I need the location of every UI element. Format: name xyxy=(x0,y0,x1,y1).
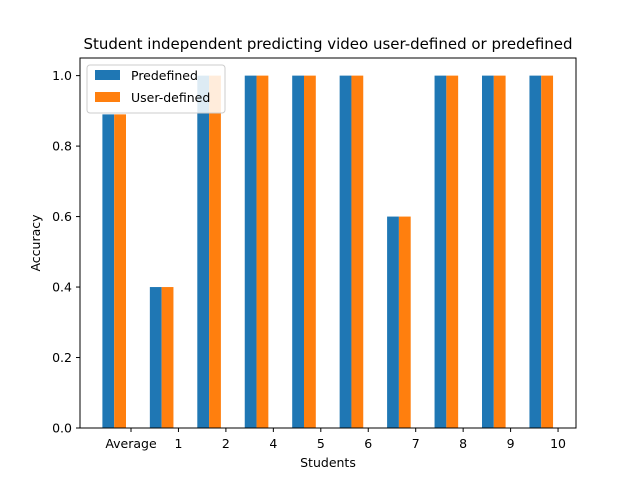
bars-group xyxy=(102,75,554,429)
bar-predefined-10 xyxy=(529,75,542,429)
bar-predefined-average xyxy=(102,114,115,428)
bar-user-defined-1 xyxy=(161,287,174,428)
bar-user-defined-8 xyxy=(446,75,459,429)
legend-swatch-predefined xyxy=(95,70,120,80)
bar-predefined-5 xyxy=(292,75,304,429)
chart-title: Student independent predicting video use… xyxy=(83,35,572,53)
bar-user-defined-average xyxy=(114,114,126,428)
y-tick-label: 0.4 xyxy=(52,280,72,295)
x-tick-label: 4 xyxy=(269,436,277,451)
x-tick-label: 10 xyxy=(550,436,566,451)
y-tick-label: 0.6 xyxy=(52,209,72,224)
x-axis-label: Students xyxy=(300,455,356,470)
x-tick-label: 9 xyxy=(507,436,515,451)
bar-user-defined-2 xyxy=(209,75,221,429)
bar-user-defined-6 xyxy=(351,75,364,429)
x-tick-label: 6 xyxy=(364,436,372,451)
bar-user-defined-10 xyxy=(541,75,554,429)
legend: Predefined User-defined xyxy=(86,64,226,114)
bar-user-defined-7 xyxy=(398,216,411,428)
y-tick-label: 0.8 xyxy=(52,139,72,154)
bar-user-defined-4 xyxy=(256,75,269,429)
bar-user-defined-5 xyxy=(304,75,316,429)
y-axis-ticks: 0.0 0.2 0.4 0.6 0.8 1.0 xyxy=(52,68,80,436)
legend-label-predefined: Predefined xyxy=(131,68,198,83)
x-axis-ticks: Average 1 2 4 5 6 7 8 9 10 xyxy=(105,428,566,451)
x-tick-label: 7 xyxy=(412,436,420,451)
bar-predefined-6 xyxy=(339,75,352,429)
plot-frame xyxy=(79,57,577,429)
x-tick-label: Average xyxy=(105,436,157,451)
y-tick-label: 1.0 xyxy=(52,68,72,83)
x-tick-label: 5 xyxy=(317,436,325,451)
bar-predefined-4 xyxy=(244,75,257,429)
bar-user-defined-9 xyxy=(493,75,506,429)
x-tick-label: 2 xyxy=(222,436,230,451)
x-tick-label: 1 xyxy=(174,436,182,451)
bar-predefined-9 xyxy=(482,75,494,429)
legend-label-user-defined: User-defined xyxy=(131,90,210,105)
y-tick-label: 0.2 xyxy=(52,350,72,365)
y-tick-label: 0.0 xyxy=(52,421,72,436)
bar-predefined-7 xyxy=(387,216,399,428)
bar-predefined-1 xyxy=(149,287,162,428)
bar-predefined-2 xyxy=(197,75,210,429)
legend-swatch-user-defined xyxy=(95,92,120,102)
bar-predefined-8 xyxy=(434,75,447,429)
x-tick-label: 8 xyxy=(459,436,467,451)
legend-box xyxy=(86,64,226,114)
y-axis-label: Accuracy xyxy=(28,214,43,272)
